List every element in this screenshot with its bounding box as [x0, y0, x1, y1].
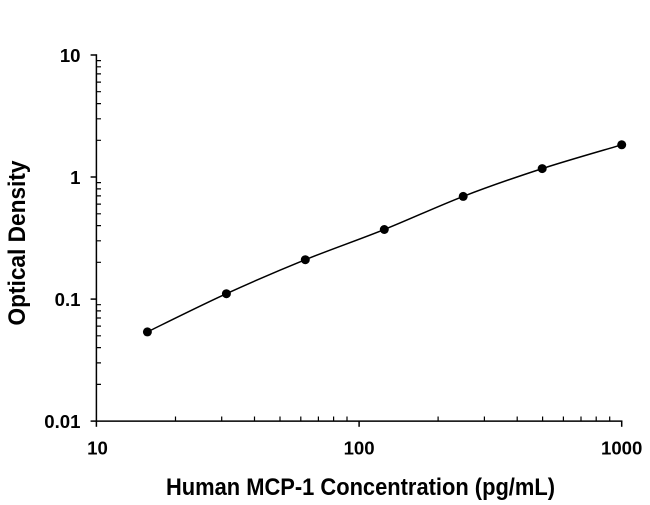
svg-text:1: 1	[70, 167, 80, 188]
svg-text:Human MCP-1 Concentration (pg/: Human MCP-1 Concentration (pg/mL)	[166, 474, 555, 501]
svg-text:100: 100	[344, 438, 375, 459]
svg-text:Optical Density: Optical Density	[4, 160, 31, 326]
svg-text:10: 10	[87, 438, 108, 459]
svg-text:0.01: 0.01	[44, 411, 80, 432]
svg-text:1000: 1000	[601, 438, 642, 459]
svg-text:10: 10	[60, 45, 81, 66]
svg-text:0.1: 0.1	[55, 289, 81, 310]
